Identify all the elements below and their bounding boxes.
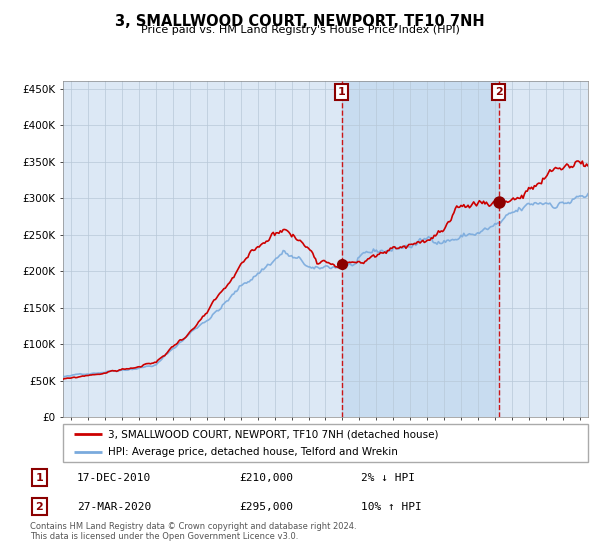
Text: 2: 2	[495, 87, 503, 97]
Text: Price paid vs. HM Land Registry's House Price Index (HPI): Price paid vs. HM Land Registry's House …	[140, 25, 460, 35]
FancyBboxPatch shape	[63, 424, 588, 462]
Text: Contains HM Land Registry data © Crown copyright and database right 2024.
This d: Contains HM Land Registry data © Crown c…	[30, 522, 356, 542]
Text: 2% ↓ HPI: 2% ↓ HPI	[361, 473, 415, 483]
Text: £295,000: £295,000	[240, 502, 294, 512]
Text: HPI: Average price, detached house, Telford and Wrekin: HPI: Average price, detached house, Telf…	[107, 447, 398, 457]
Text: 3, SMALLWOOD COURT, NEWPORT, TF10 7NH: 3, SMALLWOOD COURT, NEWPORT, TF10 7NH	[115, 14, 485, 29]
Text: 1: 1	[338, 87, 346, 97]
Text: 10% ↑ HPI: 10% ↑ HPI	[361, 502, 422, 512]
Text: £210,000: £210,000	[240, 473, 294, 483]
Text: 1: 1	[35, 473, 43, 483]
Text: 2: 2	[35, 502, 43, 512]
Text: 17-DEC-2010: 17-DEC-2010	[77, 473, 151, 483]
Text: 27-MAR-2020: 27-MAR-2020	[77, 502, 151, 512]
Text: 3, SMALLWOOD COURT, NEWPORT, TF10 7NH (detached house): 3, SMALLWOOD COURT, NEWPORT, TF10 7NH (d…	[107, 429, 438, 439]
Bar	[342, 81, 499, 417]
